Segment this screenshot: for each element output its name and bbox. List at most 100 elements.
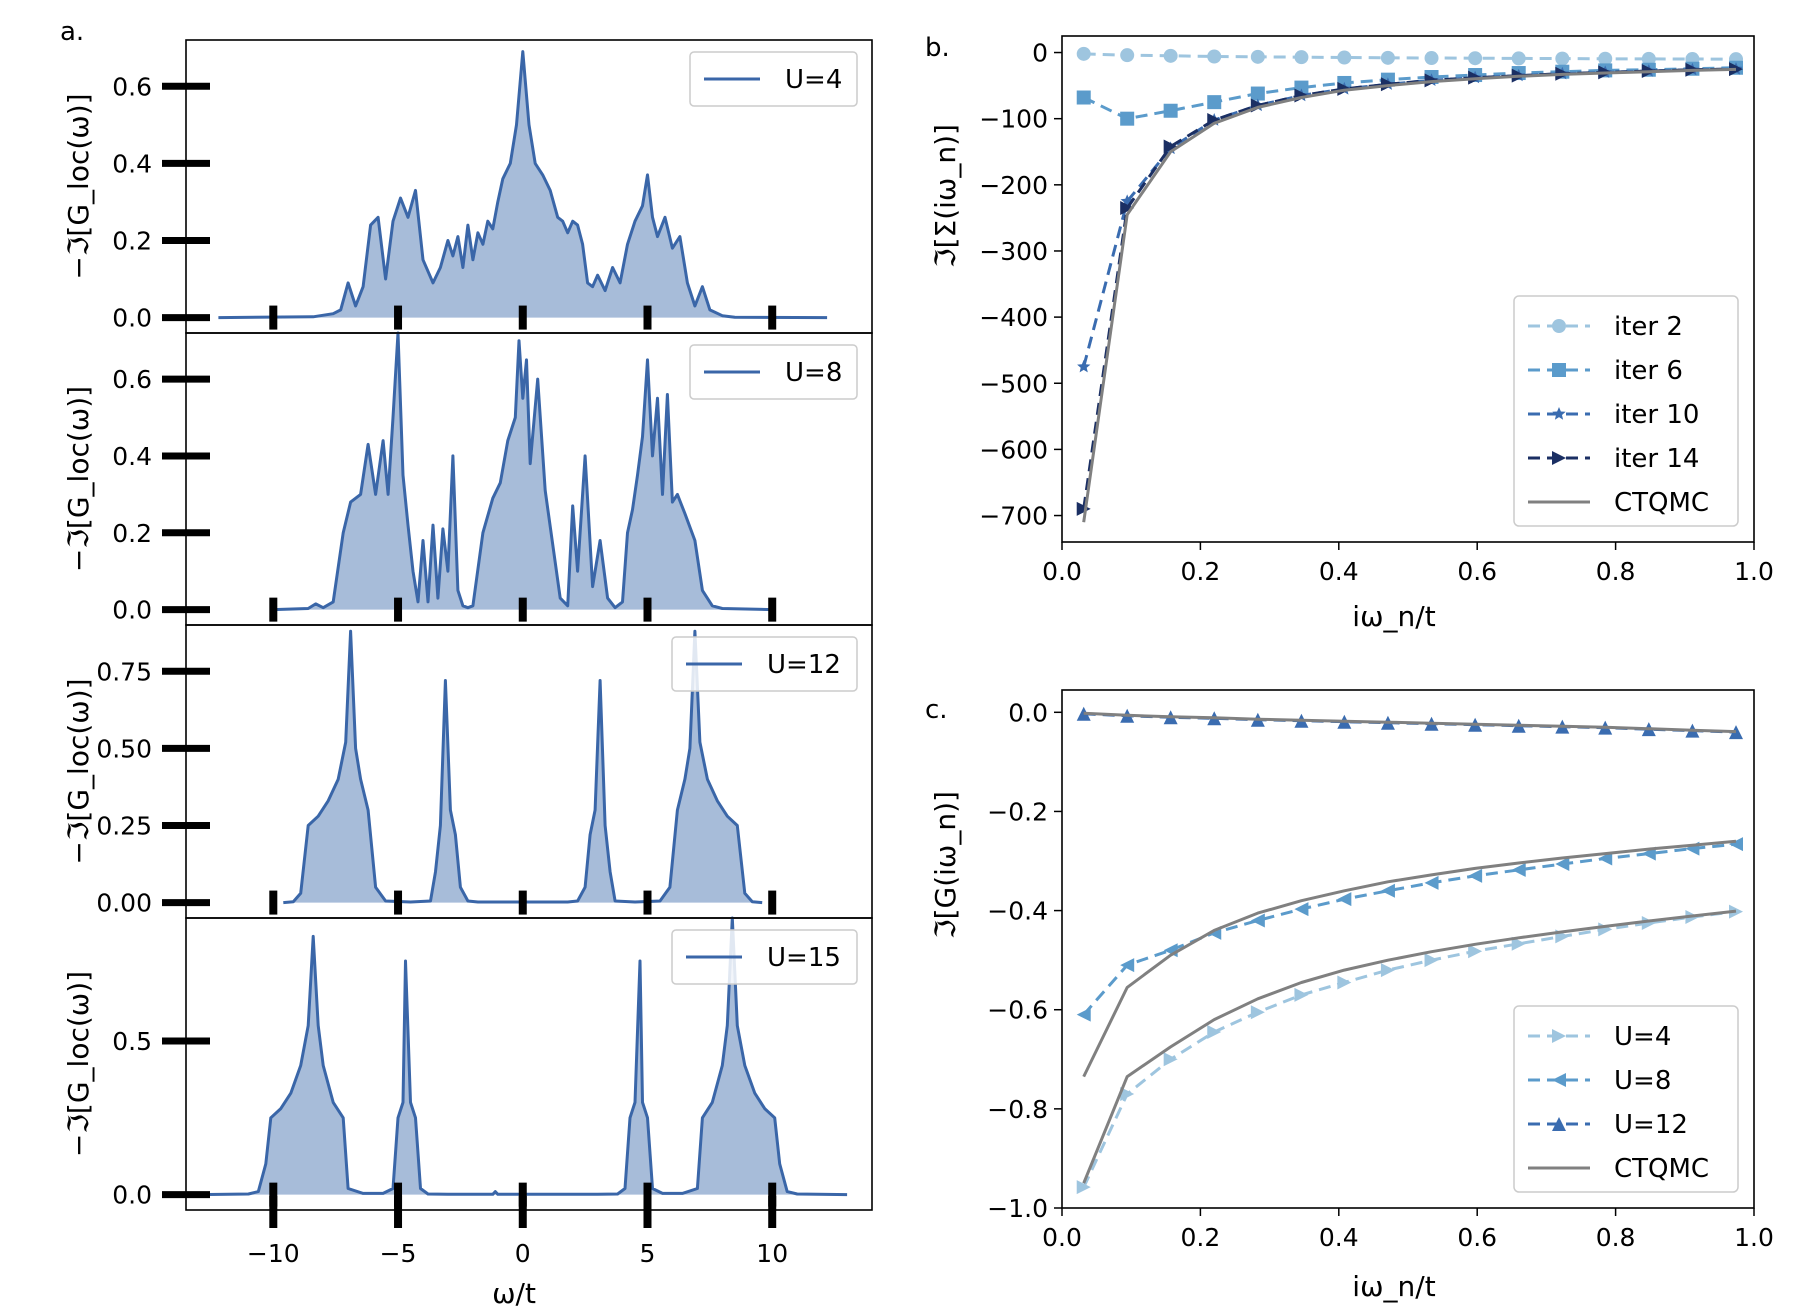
- x-tick-label: 0.2: [1181, 557, 1221, 586]
- data-point: [1380, 883, 1395, 898]
- data-point: [1468, 51, 1483, 66]
- legend-label: U=4: [1614, 1022, 1671, 1052]
- series-line: [1082, 910, 1737, 1188]
- data-point: [1424, 51, 1439, 66]
- series-line: [1082, 839, 1737, 1078]
- data-point: [1076, 46, 1091, 61]
- legend-label: iter 6: [1614, 356, 1683, 386]
- y-tick-label: −0.2: [987, 797, 1048, 826]
- series-line: [1083, 711, 1737, 734]
- legend-label: iter 14: [1614, 444, 1699, 474]
- x-tick-label: −10: [247, 1239, 300, 1268]
- legend-label: U=12: [1614, 1110, 1688, 1140]
- y-tick-label: 0: [1032, 39, 1048, 68]
- legend-label: U=15: [767, 943, 841, 973]
- panel-b-xlabel: iω_n/t: [1352, 600, 1435, 633]
- legend-box: [671, 636, 858, 692]
- data-point: [1294, 902, 1309, 917]
- dos-fill: [273, 333, 773, 610]
- y-tick-label: −1.0: [987, 1194, 1048, 1223]
- data-point: [1337, 975, 1352, 990]
- x-tick-label: 1.0: [1734, 1223, 1774, 1252]
- data-point: [1598, 51, 1613, 66]
- data-point: [1120, 958, 1135, 973]
- y-tick-label: 0.4: [112, 149, 152, 178]
- y-tick-label: 0.6: [112, 72, 152, 101]
- y-tick-label: 0.0: [112, 1181, 152, 1210]
- legend-marker: [1552, 319, 1566, 333]
- x-tick-label: 0.0: [1042, 557, 1082, 586]
- series-line: [1083, 52, 1737, 61]
- y-tick-label: −700: [979, 502, 1048, 531]
- legend-marker: [1552, 407, 1566, 420]
- dos-fill: [218, 51, 828, 318]
- axes-frame: [1061, 35, 1755, 543]
- data-point: [1250, 49, 1265, 64]
- panel-a-letter: a.: [60, 17, 84, 47]
- panel-a-xlabel: ω/t: [492, 1277, 536, 1310]
- data-point: [1163, 48, 1178, 63]
- data-point: [1511, 936, 1526, 951]
- x-tick-label: 1.0: [1734, 557, 1774, 586]
- x-tick-label: 0.2: [1181, 1223, 1221, 1252]
- legend-label: U=8: [1614, 1066, 1671, 1096]
- legend-box: [671, 929, 858, 985]
- dos-fill: [283, 631, 763, 903]
- y-tick-label: −0.6: [987, 996, 1048, 1025]
- data-point: [1120, 1086, 1135, 1101]
- x-tick-label: 0.6: [1457, 1223, 1497, 1252]
- y-tick-label: −200: [979, 171, 1048, 200]
- y-tick-label: −0.8: [987, 1095, 1048, 1124]
- panel-b-plot: 0.0 0.2 0.4 0.6 0.8 1.0 0 −100 −200 −300 −400 −500 −…: [979, 35, 1774, 586]
- legend-box: [1513, 295, 1739, 527]
- legend-label: iter 2: [1614, 312, 1683, 342]
- legend-marker: [1552, 1029, 1566, 1043]
- y-tick-label: 0.25: [96, 811, 152, 840]
- data-point: [1207, 49, 1222, 64]
- series-line: [1082, 909, 1737, 1184]
- y-tick-label: 0.75: [96, 657, 152, 686]
- y-tick-label: 0.50: [96, 734, 152, 763]
- y-tick-label: 0.2: [112, 226, 152, 255]
- y-tick-label: −400: [979, 303, 1048, 332]
- data-point: [1598, 851, 1613, 866]
- legend-marker: [1552, 1117, 1566, 1131]
- data-point: [1468, 868, 1483, 883]
- data-point: [1077, 359, 1091, 373]
- x-tick-label: −5: [380, 1239, 417, 1268]
- panel-c-plot: 0.0 0.2 0.4 0.6 0.8 1.0 0.0 −0.2 −0.4 −0.6 −0.8 −1.…: [987, 689, 1774, 1252]
- data-point: [1555, 51, 1570, 66]
- data-point: [1511, 862, 1526, 877]
- data-point: [1641, 51, 1656, 66]
- x-tick-label: 0.4: [1319, 557, 1359, 586]
- data-point: [1250, 1005, 1265, 1020]
- legend-label: U=12: [767, 650, 841, 680]
- data-point: [1380, 50, 1395, 65]
- y-tick-label: −600: [979, 435, 1048, 464]
- y-tick-label: 0.0: [1008, 698, 1048, 727]
- x-tick-label: 0.0: [1042, 1223, 1082, 1252]
- data-point: [1120, 200, 1135, 215]
- axes-frame: [1061, 689, 1755, 1209]
- legend-label: CTQMC: [1614, 488, 1709, 518]
- data-point: [1468, 944, 1483, 959]
- y-tick-label: −100: [979, 105, 1048, 134]
- y-tick-label: 0.4: [112, 442, 152, 471]
- dos-line: [218, 50, 828, 320]
- x-tick-label: 0.4: [1319, 1223, 1359, 1252]
- data-point: [1729, 837, 1744, 852]
- dos-line: [273, 331, 773, 612]
- data-point: [1207, 1025, 1222, 1040]
- data-point: [1250, 86, 1265, 101]
- legend-box: [689, 51, 858, 107]
- y-tick-label: 0.2: [112, 519, 152, 548]
- x-tick-label: 10: [756, 1239, 788, 1268]
- data-point: [1250, 913, 1265, 928]
- data-point: [1424, 953, 1439, 968]
- axes-frame: [185, 917, 873, 1211]
- data-point: [1729, 62, 1744, 77]
- data-point: [1337, 50, 1352, 65]
- y-tick-label: −300: [979, 237, 1048, 266]
- x-tick-label: 0.6: [1457, 557, 1497, 586]
